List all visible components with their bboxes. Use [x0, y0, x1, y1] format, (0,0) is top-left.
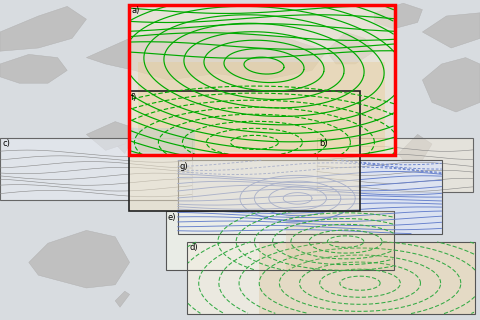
Bar — [129, 91, 360, 211]
Bar — [178, 160, 442, 234]
Bar — [0, 138, 192, 200]
Bar — [178, 160, 442, 234]
Polygon shape — [326, 32, 374, 64]
Bar — [129, 5, 395, 155]
Bar — [166, 211, 394, 270]
Polygon shape — [374, 3, 422, 29]
Polygon shape — [29, 230, 130, 288]
Text: b): b) — [319, 139, 328, 148]
Polygon shape — [0, 54, 67, 83]
Polygon shape — [86, 122, 134, 150]
Bar — [129, 128, 195, 155]
Polygon shape — [398, 134, 432, 166]
Polygon shape — [422, 13, 480, 48]
Bar — [0, 138, 192, 200]
Bar — [317, 138, 473, 192]
Bar — [138, 62, 385, 152]
Bar — [187, 242, 475, 314]
Bar — [166, 211, 394, 270]
Bar — [129, 5, 395, 155]
Polygon shape — [0, 6, 86, 51]
Text: c): c) — [2, 139, 10, 148]
Text: a): a) — [131, 6, 139, 15]
Text: f): f) — [131, 93, 137, 102]
Polygon shape — [115, 291, 130, 307]
Text: g): g) — [180, 162, 189, 171]
Bar — [129, 91, 360, 211]
Text: e): e) — [168, 213, 177, 222]
Bar — [286, 211, 394, 270]
Bar — [259, 242, 475, 314]
Polygon shape — [115, 128, 130, 154]
Polygon shape — [422, 58, 480, 112]
Bar — [317, 138, 473, 192]
Bar — [187, 242, 475, 314]
Polygon shape — [86, 26, 326, 80]
Text: d): d) — [190, 243, 198, 252]
